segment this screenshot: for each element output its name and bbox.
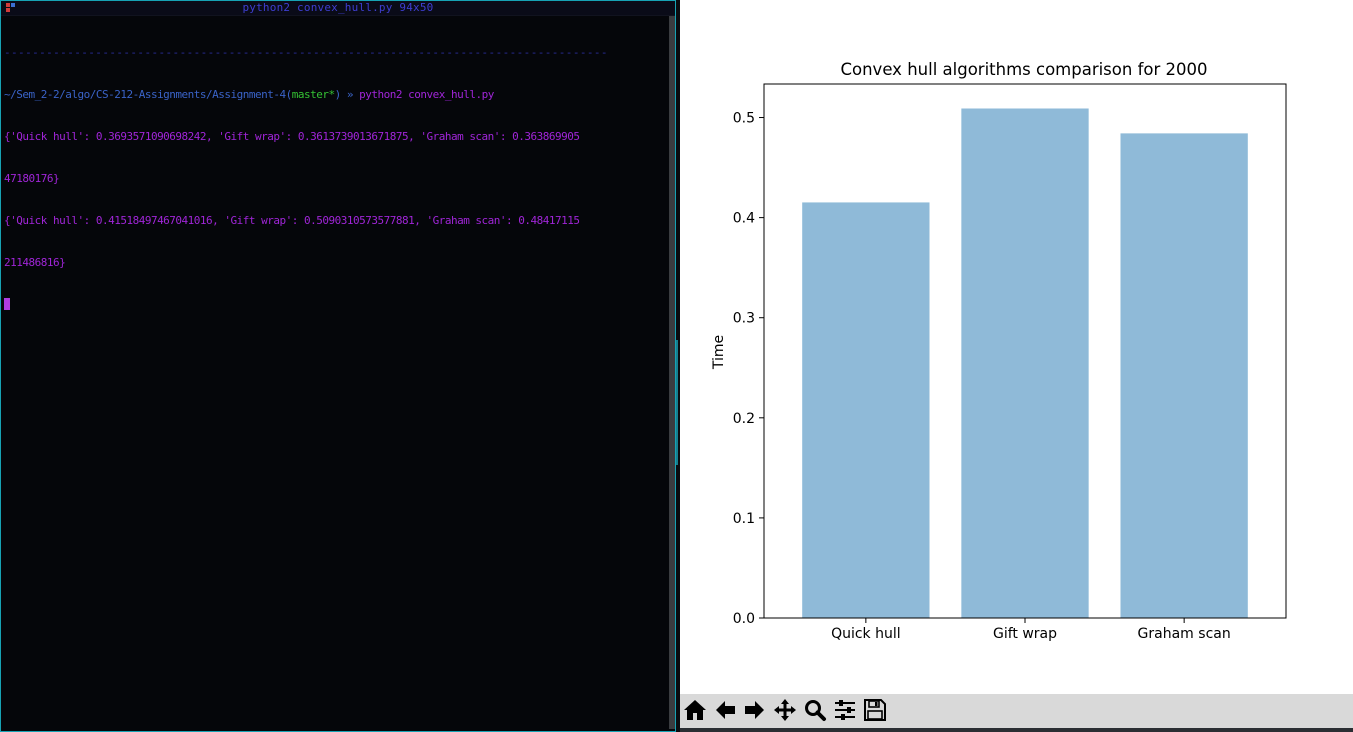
forward-arrow-icon [745,701,764,719]
configure-subplots-icon [835,700,855,720]
terminal-scrollbar[interactable] [669,16,675,729]
prompt-line: ~/Sem_2-2/algo/CS-212-Assignments/Assign… [4,88,664,102]
terminal-window[interactable]: python2 convex_hull.py 94x50 -----------… [0,0,676,732]
output-line: 47180176} [4,172,60,185]
y-tick-label: 0.0 [733,611,755,627]
y-tick-label: 0.5 [733,111,755,127]
terminal-titlebar: python2 convex_hull.py 94x50 [1,1,675,16]
back-arrow-icon [716,701,735,719]
prompt-path: ~/Sem_2-2/algo/CS-212-Assignments/Assign… [4,88,286,101]
bars-group [802,108,1248,619]
x-tick-label: Graham scan [1138,626,1231,642]
output-line: {'Quick hull': 0.41518497467041016, 'Gif… [4,214,580,227]
configure-subplots-button[interactable] [833,698,859,724]
bar-quick-hull [802,202,930,619]
y-tick-label: 0.2 [733,411,755,427]
chart-title: Convex hull algorithms comparison for 20… [840,60,1207,79]
save-icon [864,699,886,721]
y-tick-label: 0.4 [733,211,755,227]
terminal-cursor [4,298,10,310]
figure-toolbar [680,694,1353,728]
bar-chart: Convex hull algorithms comparison for 20… [711,60,1287,642]
forward-button[interactable] [743,698,769,724]
bar-gift-wrap [961,108,1089,618]
axes-frame [763,83,1287,619]
zoom-icon [805,700,826,721]
output-line: 211486816} [4,256,66,269]
bar-graham-scan [1120,133,1248,619]
y-tick-label: 0.1 [733,511,755,527]
terminal-title: python2 convex_hull.py 94x50 [242,1,434,14]
x-tick-label: Quick hull [831,626,901,642]
figure-window[interactable]: Convex hull algorithms comparison for 20… [680,0,1353,732]
pane-divider[interactable] [676,0,680,732]
divider-handle[interactable] [676,340,678,465]
x-tick-label: Gift wrap [993,626,1057,642]
y-tick-label: 0.3 [733,311,755,327]
output-line: {'Quick hull': 0.3693571090698242, 'Gift… [4,130,580,143]
home-icon [684,700,706,720]
separator-line: ----------------------------------------… [4,46,608,59]
prompt-command: python2 convex_hull.py [359,88,494,101]
prompt-symbol: » [340,88,360,101]
prompt-branch-open: ( [285,88,293,101]
pan-icon [774,699,796,721]
terminal-output[interactable]: ----------------------------------------… [4,18,664,340]
home-button[interactable] [683,698,709,724]
terminal-app-icon [6,3,18,13]
cursor-line [4,298,664,312]
prompt-branch: master* [291,88,335,101]
window-bottom-edge [680,728,1353,732]
zoom-button[interactable] [803,698,829,724]
save-button[interactable] [863,698,889,724]
x-ticks-group: Quick hull Gift wrap Graham scan [831,618,1231,642]
y-axis-label: Time [711,335,727,370]
back-button[interactable] [713,698,739,724]
pan-button[interactable] [773,698,799,724]
y-ticks-group: 0.0 0.1 0.2 0.3 0.4 0.5 [733,111,764,627]
prompt-branch-close: ) [334,88,342,101]
